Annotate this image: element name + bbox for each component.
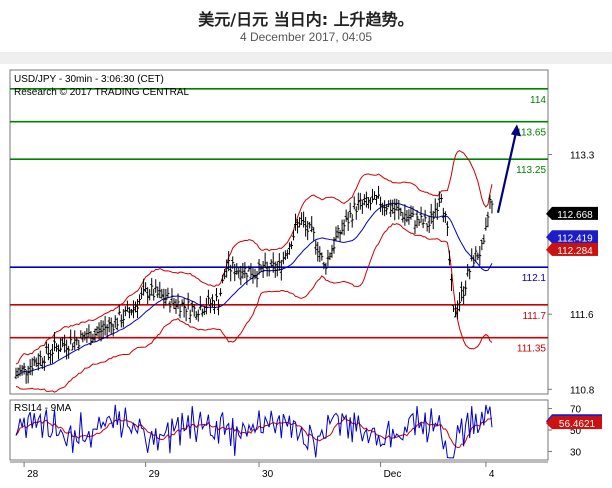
level-label: 113.25 [516,165,546,176]
bollinger-lower-line [15,223,493,393]
rsi-tick-label: 30 [570,447,582,458]
level-label: 114 [530,95,546,106]
chart-title: 美元/日元 当日内: 上升趋势。 [198,10,414,29]
level-label: 113.65 [516,128,546,139]
forecast-arrow-line [496,132,518,213]
price-bars [14,185,494,384]
rsi-line [15,404,493,459]
rsi-label: RSI14 - 9MA [14,403,72,414]
price-panel-border [9,69,549,395]
price-tag-pointer [546,206,552,220]
moving-average-line [15,202,493,376]
time-tick-label: 30 [262,469,274,480]
time-axis: 28 29 30 Dec 4 [23,462,495,480]
forecast-arrow-head [510,124,521,137]
rsi-tick-label: 70 [570,405,582,416]
time-tick-label: 4 [489,469,495,480]
time-tick-label: 29 [149,469,161,480]
price-tag-pointer [546,230,552,244]
rsi-value-tag-pointer [546,416,552,430]
rsi-panel-border [9,399,549,461]
y-tick-label: 113.3 [570,151,595,162]
price-tag [552,230,598,244]
level-label: 112.1 [522,273,547,284]
level-label: 111.35 [517,344,547,355]
rsi-panel: RSI14 - 9MA70503058.184456.4621 [14,403,602,458]
price-tags: 112.668 112.419 112.284 [546,206,598,257]
rsi-value-tag-label: 56.4621 [559,419,596,430]
y-tick-label: 111.6 [570,310,594,321]
price-tag [552,242,598,256]
rsi-ma-line [15,417,493,449]
chart-info-symbol: USD/JPY - 30min - 3:06:30 (CET) [14,74,164,85]
price-tag-label: 112.284 [557,246,593,257]
level-label: 111.7 [522,311,546,322]
bollinger-upper-line [15,149,493,365]
level-lines: 114 113.65 113.25 112.1 111.7 111.35 [10,87,548,355]
rsi-tick-label: 50 [570,426,582,437]
price-tag-pointer [546,242,552,256]
price-tag-label: 112.419 [557,233,593,244]
time-tick-label: Dec [384,469,402,480]
chart-date: 4 December 2017, 04:05 [239,30,373,44]
price-tag [552,206,598,220]
rsi-value-tag [552,416,602,430]
y-tick-label: 110.8 [570,385,595,396]
bollinger-bands [15,124,521,393]
header-divider-band [0,52,612,64]
chart-info-copyright: Research © 2017 TRADING CENTRAL [14,87,189,98]
price-tag-label: 112.668 [557,210,593,221]
time-tick-label: 28 [27,469,39,480]
